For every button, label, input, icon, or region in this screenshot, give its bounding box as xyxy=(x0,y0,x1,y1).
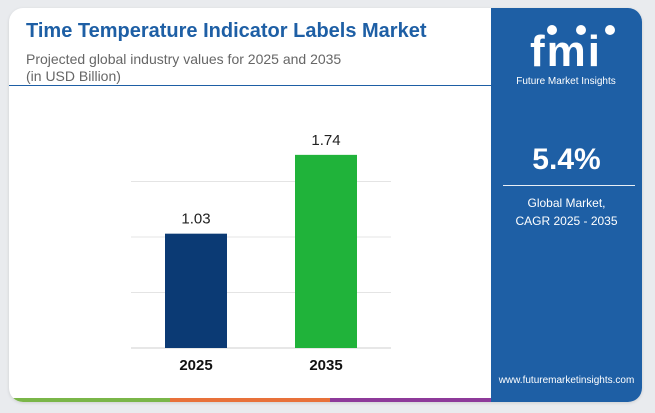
data-label-2035: 1.74 xyxy=(311,132,340,149)
bar-chart: 1.03 2025 1.74 2035 xyxy=(131,132,391,374)
footer-strip-orange xyxy=(169,398,331,402)
cagr-label-line-1: Global Market, xyxy=(527,196,606,210)
footer-strip-purple xyxy=(330,398,492,402)
chart-subtitle: Projected global industry values for 202… xyxy=(26,51,341,85)
website-url[interactable]: www.futuremarketinsights.com xyxy=(498,375,635,386)
cagr-label-line-2: CAGR 2025 - 2035 xyxy=(515,214,618,228)
logo-dot-3 xyxy=(605,25,615,35)
x-tick-label-2025: 2025 xyxy=(179,357,212,374)
logo-wordmark: fmi xyxy=(530,27,602,76)
logo-brand-name: Future Market Insights xyxy=(516,76,615,87)
fmi-logo: fmi Future Market Insights xyxy=(516,25,616,87)
bar-2025 xyxy=(165,233,227,348)
subtitle-line-1: Projected global industry values for 202… xyxy=(26,51,342,67)
bar-2035 xyxy=(295,154,357,348)
cagr-description: Global Market, CAGR 2025 - 2035 xyxy=(491,194,642,230)
subtitle-line-2: (in USD Billion) xyxy=(26,68,121,84)
cagr-value: 5.4% xyxy=(532,143,601,176)
data-label-2025: 1.03 xyxy=(181,211,210,228)
report-card: Time Temperature Indicator Labels Market… xyxy=(9,8,642,402)
cagr-divider xyxy=(503,185,635,186)
chart-title: Time Temperature Indicator Labels Market xyxy=(26,20,427,42)
logo-dot-2 xyxy=(576,25,586,35)
logo-dot-1 xyxy=(547,25,557,35)
footer-strip-green xyxy=(9,398,170,402)
title-divider xyxy=(9,85,491,86)
x-tick-label-2035: 2035 xyxy=(309,357,342,374)
footer-color-strip xyxy=(9,398,492,402)
cagr-panel: fmi Future Market Insights 5.4% Global M… xyxy=(491,8,642,402)
